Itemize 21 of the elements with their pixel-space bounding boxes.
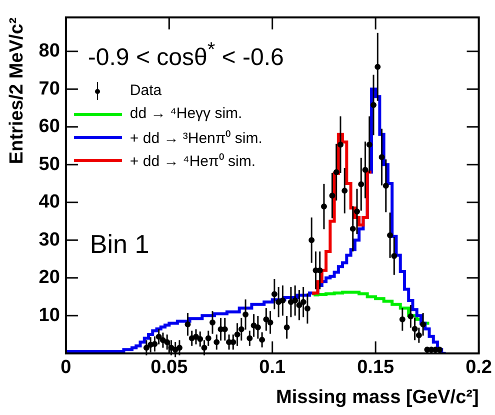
legend-label: + dd → ⁴Heπ⁰ sim. xyxy=(130,152,256,170)
annotation: Bin 1 xyxy=(90,229,150,260)
legend-label: Data xyxy=(130,82,162,100)
x-tick-label: 0.05 xyxy=(150,357,188,378)
y-tick-label: 40 xyxy=(38,192,60,213)
x-tick-label: 0.2 xyxy=(466,357,492,378)
legend-label: dd → ⁴Heγγ sim. xyxy=(130,105,242,122)
x-axis-title: Missing mass [GeV/c²] xyxy=(276,386,479,408)
y-tick-label: 80 xyxy=(38,40,60,62)
x-tick-label: 0 xyxy=(60,357,72,378)
x-tick-label: 0.15 xyxy=(357,357,394,378)
y-tick-label: 50 xyxy=(38,154,60,175)
y-tick-label: 60 xyxy=(38,116,60,138)
annotation: -0.9 < cosθ$^{*}$ < -0.6 xyxy=(88,39,284,72)
x-tick-label: 0.1 xyxy=(259,357,286,378)
y-axis-title: Entries/2 MeV/c² xyxy=(6,17,28,164)
y-tick-label: 30 xyxy=(38,229,60,250)
y-tick-label: 10 xyxy=(38,304,60,326)
y-tick-label: 20 xyxy=(38,267,60,288)
legend-label: + dd → ³Henπ⁰ sim. xyxy=(130,128,262,147)
y-tick-label: 70 xyxy=(38,78,60,100)
